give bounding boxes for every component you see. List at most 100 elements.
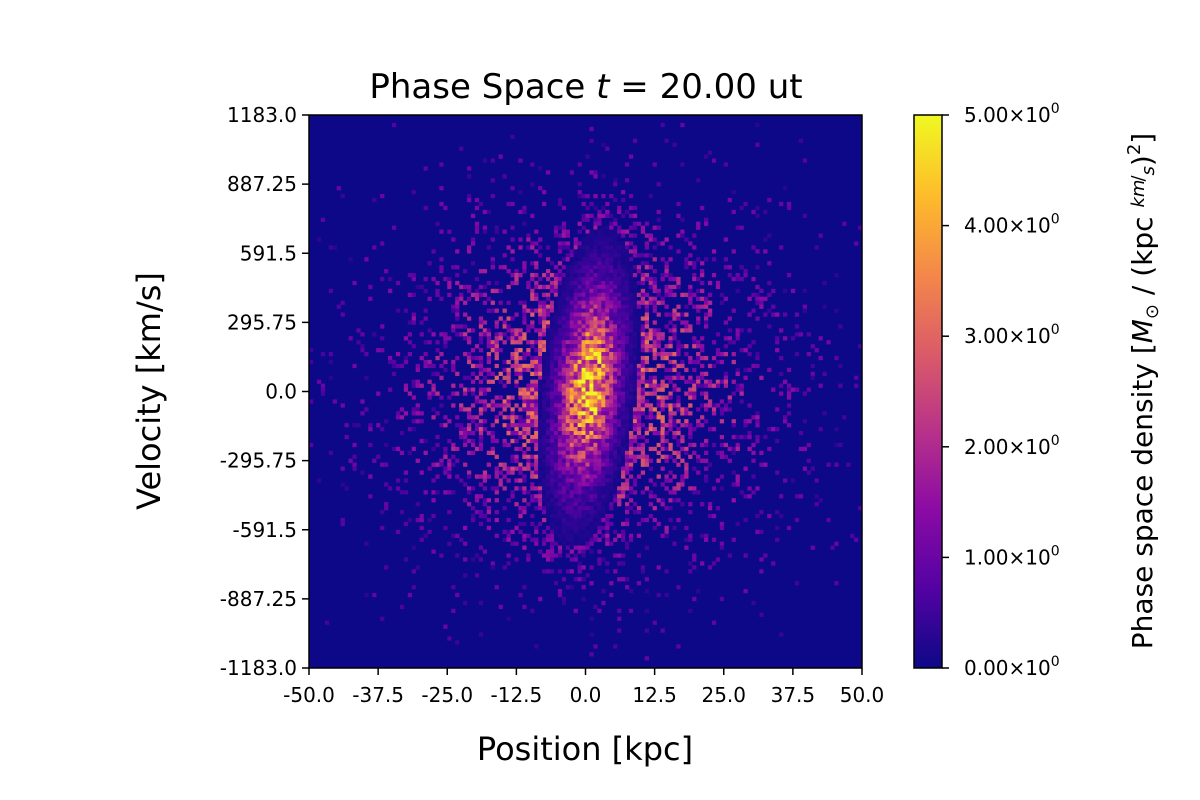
heatmap-cell	[538, 253, 543, 258]
heatmap-cell	[597, 324, 602, 329]
heatmap-cell	[664, 395, 669, 400]
heatmap-cell	[589, 280, 594, 286]
heatmap-cell	[585, 320, 590, 325]
heatmap-cell	[328, 352, 333, 357]
heatmap-cell	[628, 233, 634, 238]
heatmap-cell	[549, 348, 555, 353]
heatmap-cell	[542, 442, 547, 448]
heatmap-cell	[561, 403, 567, 408]
heatmap-cell	[561, 399, 567, 404]
heatmap-cell	[605, 454, 610, 459]
heatmap-cell	[569, 170, 574, 175]
heatmap-cell	[593, 529, 598, 534]
heatmap-cell	[534, 486, 539, 491]
heatmap-cell	[498, 348, 503, 353]
heatmap-cell	[482, 403, 488, 408]
heatmap-cell	[577, 506, 582, 511]
heatmap-cell	[842, 221, 847, 226]
heatmap-cell	[680, 122, 685, 128]
heatmap-cell	[565, 533, 570, 538]
heatmap-cell	[636, 348, 642, 353]
heatmap-cell	[549, 304, 555, 309]
heatmap-cell	[510, 186, 515, 191]
heatmap-cell	[668, 395, 673, 400]
heatmap-cell	[628, 257, 634, 262]
heatmap-cell	[490, 399, 495, 404]
heatmap-cell	[384, 442, 389, 448]
heatmap-cell	[818, 383, 823, 388]
heatmap-cell	[711, 355, 717, 361]
heatmap-cell	[644, 292, 649, 297]
heatmap-cell	[388, 288, 393, 294]
heatmap-cell	[597, 308, 602, 313]
heatmap-cell	[605, 446, 610, 452]
heatmap-cell	[553, 438, 559, 444]
heatmap-cell	[474, 205, 480, 211]
heatmap-cell	[538, 395, 543, 400]
heatmap-cell	[617, 387, 622, 392]
heatmap-cell	[613, 308, 618, 313]
heatmap-cell	[506, 269, 511, 274]
heatmap-cell	[423, 359, 428, 365]
heatmap-cell	[589, 478, 594, 483]
heatmap-cell	[731, 352, 736, 357]
heatmap-cell	[664, 533, 669, 538]
heatmap-cell	[597, 332, 602, 337]
heatmap-cell	[644, 545, 649, 550]
heatmap-cell	[577, 399, 582, 404]
heatmap-cell	[486, 328, 491, 333]
heatmap-cell	[715, 383, 721, 388]
heatmap-cell	[593, 344, 598, 349]
heatmap-cell	[605, 513, 610, 519]
heatmap-cell	[490, 486, 495, 491]
heatmap-cell	[696, 470, 701, 475]
heatmap-cell	[376, 348, 381, 353]
heatmap-cell	[625, 273, 630, 278]
heatmap-cell	[625, 363, 630, 369]
heatmap-cell	[573, 494, 578, 499]
heatmap-cell	[605, 375, 610, 380]
heatmap-cell	[522, 407, 527, 412]
heatmap-cell	[597, 391, 602, 396]
heatmap-cell	[546, 454, 551, 459]
heatmap-cell	[648, 423, 653, 428]
heatmap-cell	[605, 470, 610, 475]
heatmap-cell	[684, 324, 689, 329]
heatmap-cell	[486, 431, 491, 436]
heatmap-cell	[542, 502, 547, 507]
heatmap-cell	[601, 352, 606, 357]
heatmap-cell	[565, 450, 570, 455]
heatmap-cell	[474, 399, 480, 404]
heatmap-cell	[577, 395, 582, 400]
heatmap-cell	[542, 458, 547, 463]
heatmap-cell	[652, 391, 657, 396]
heatmap-cell	[498, 288, 503, 294]
heatmap-cell	[352, 423, 357, 428]
heatmap-cell	[530, 462, 535, 467]
heatmap-cell	[632, 387, 638, 392]
heatmap-cell	[526, 233, 531, 238]
heatmap-cell	[609, 300, 614, 305]
heatmap-cell	[676, 348, 681, 353]
heatmap-cell	[632, 403, 638, 408]
heatmap-cell	[585, 545, 590, 550]
heatmap-cell	[561, 462, 567, 467]
heatmap-cell	[502, 340, 507, 345]
heatmap-cell	[435, 391, 440, 396]
heatmap-cell	[617, 352, 622, 357]
heatmap-cell	[553, 490, 559, 495]
heatmap-cell	[565, 320, 570, 325]
heatmap-cell	[711, 340, 717, 345]
heatmap-cell	[704, 257, 709, 262]
heatmap-cell	[569, 458, 574, 463]
heatmap-cell	[609, 288, 614, 294]
heatmap-cell	[601, 367, 606, 373]
heatmap-cell	[593, 225, 598, 230]
heatmap-cell	[549, 446, 555, 452]
heatmap-cell	[625, 324, 630, 329]
heatmap-cell	[411, 411, 416, 416]
heatmap-cell	[546, 446, 551, 452]
heatmap-cell	[751, 340, 756, 345]
heatmap-cell	[648, 276, 653, 282]
heatmap-cell	[494, 332, 499, 337]
